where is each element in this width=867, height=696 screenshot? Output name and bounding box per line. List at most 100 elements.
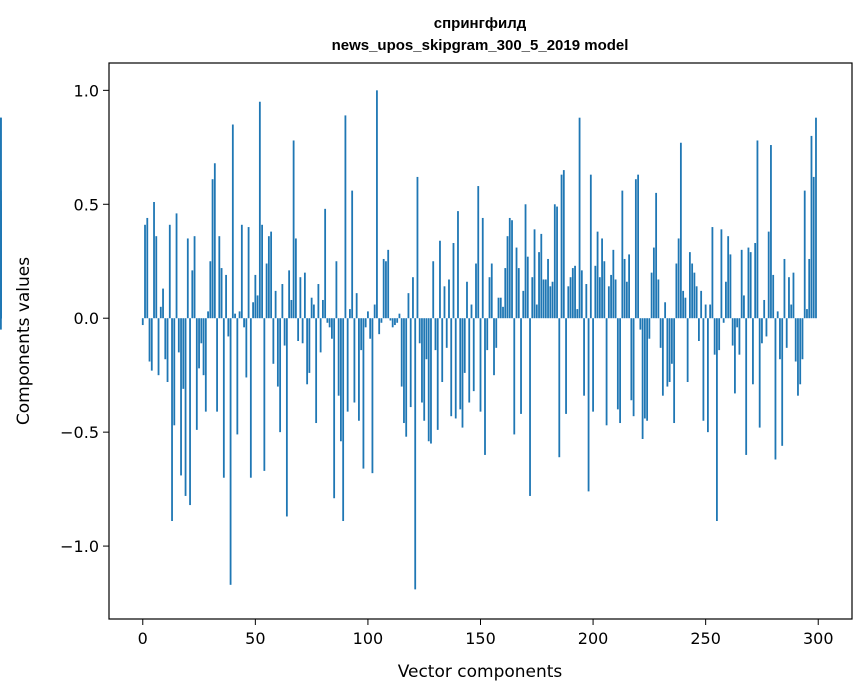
bar [238,311,241,319]
bar [688,252,691,319]
bar [317,284,320,319]
bar [463,318,466,373]
bar [562,170,565,319]
x-axis-label: Vector components [398,662,563,682]
bar [630,318,633,401]
bar [288,270,291,319]
bar [707,318,709,433]
bar [328,318,331,328]
bar [466,281,468,319]
bar [272,318,275,364]
bar [632,318,635,417]
bar [265,263,268,319]
bar [596,231,599,319]
bar [661,318,664,396]
bar [547,258,549,319]
bar [556,206,558,319]
bar [788,277,790,319]
bar [610,274,612,319]
bar [763,299,766,319]
bar [285,318,288,517]
bar [772,274,775,319]
bar [245,318,248,378]
bar [445,318,448,348]
x-tick-label: 200 [578,629,609,648]
bar [560,174,563,319]
bar [767,231,770,319]
bar [729,254,732,319]
bar [423,318,426,421]
bar [468,318,471,403]
bar [225,274,227,319]
bar [218,236,221,319]
bar [734,318,736,394]
bar [358,318,360,421]
bar [254,274,257,319]
bar [803,190,806,319]
bar [493,318,495,376]
bar [319,318,322,353]
bar [790,304,793,319]
bar [488,277,491,319]
bar [517,268,520,319]
bar [353,318,356,403]
chart-title: спрингфилд [434,15,527,32]
bar [679,142,682,319]
bar [389,318,392,321]
bar [682,290,685,319]
bar [173,318,176,426]
bar [247,227,250,319]
bar [450,318,453,417]
bar [360,318,363,351]
bar [553,204,556,319]
x-tick-label: 100 [353,629,384,648]
bar [310,297,313,319]
bar [812,176,815,319]
bar [198,318,200,369]
bar [574,265,576,319]
bar [621,190,624,319]
bar [202,318,205,376]
bar [781,318,784,446]
bar [301,318,304,344]
bar [385,261,387,319]
y-axis-label: Components values [14,257,34,425]
bar [652,247,655,319]
bar [351,190,354,319]
bar [743,295,745,319]
bar [459,318,462,410]
bar [497,297,500,319]
bar [675,263,678,319]
bar [565,318,567,414]
bar [646,318,649,421]
bar [290,299,293,319]
bar [504,268,507,319]
bar [797,318,799,396]
bar [677,238,680,319]
bar [349,309,351,319]
bar [479,318,482,412]
bar [799,318,802,385]
bar [792,272,795,319]
bar [702,318,705,421]
bar [540,233,543,319]
bar [815,117,817,319]
bar [439,240,441,319]
bar [234,313,236,319]
bar [252,302,254,319]
bar [414,318,417,590]
bar [614,279,617,319]
bar [373,304,376,319]
bar [168,224,171,319]
bar [189,318,191,506]
bar [571,268,574,319]
bar [331,318,333,339]
bar [639,318,642,330]
bar [808,258,811,319]
bar [425,318,428,360]
bar [535,304,538,319]
bar [240,224,243,319]
bar [261,224,263,319]
bar [470,304,473,319]
